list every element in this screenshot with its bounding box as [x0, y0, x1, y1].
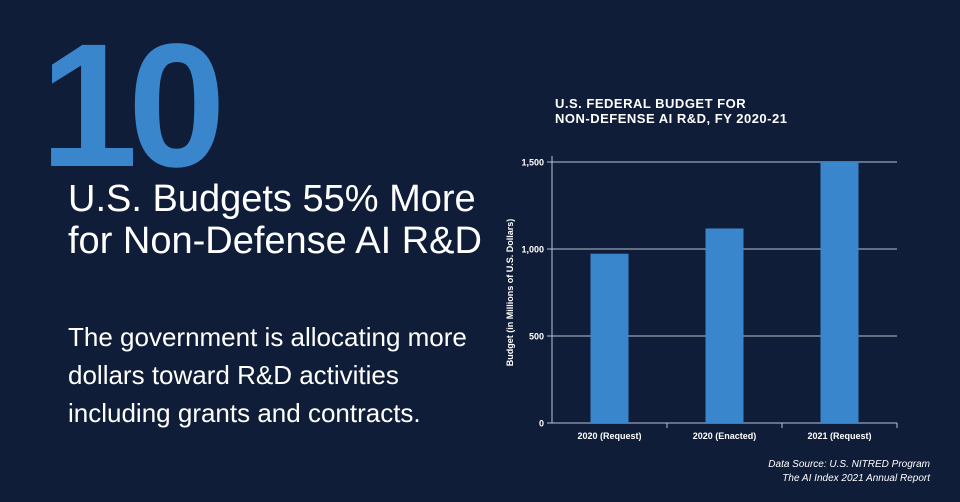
data-source: Data Source: U.S. NITRED Program The AI … [768, 458, 930, 486]
y-axis-label: Budget (in Millions of U.S. Dollars) [505, 219, 515, 367]
data-source-line-1: Data Source: U.S. NITRED Program [768, 459, 930, 470]
chart-title: U.S. FEDERAL BUDGET FOR NON-DEFENSE AI R… [555, 96, 787, 126]
headline: U.S. Budgets 55% More for Non-Defense AI… [68, 178, 482, 262]
hero-number: 10 [40, 8, 226, 204]
data-source-line-2: The AI Index 2021 Annual Report [782, 473, 930, 484]
bar [590, 253, 629, 423]
chart-title-line-1: U.S. FEDERAL BUDGET FOR [555, 96, 747, 111]
x-tick-label: 2020 (Request) [577, 431, 641, 441]
y-tick-label: 1,000 [521, 245, 544, 255]
chart-title-line-2: NON-DEFENSE AI R&D, FY 2020-21 [555, 111, 788, 126]
bar [705, 228, 744, 423]
y-tick-label: 0 [539, 419, 544, 429]
subtext: The government is allocating more dollar… [68, 322, 467, 428]
y-tick-label: 500 [529, 332, 544, 342]
x-tick-label: 2020 (Enacted) [693, 431, 757, 441]
x-tick-label: 2021 (Request) [807, 431, 871, 441]
bar [820, 162, 859, 423]
y-tick-label: 1,500 [521, 158, 544, 168]
